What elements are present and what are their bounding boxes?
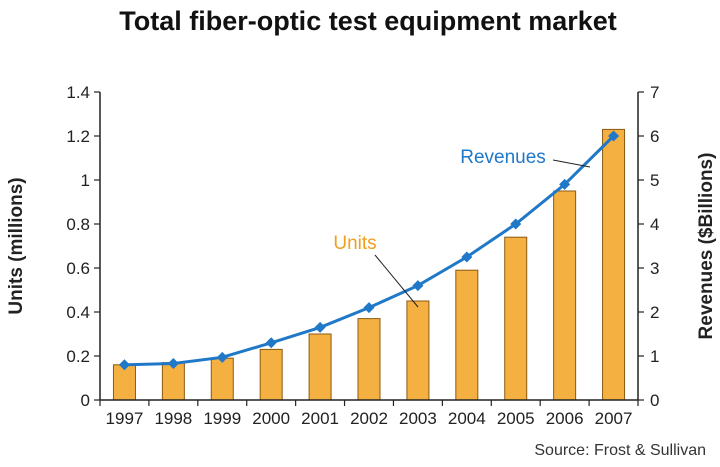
x-tick-label: 1998: [154, 409, 192, 428]
y-tick-label: 0.2: [66, 347, 90, 366]
y-tick-label: 1.4: [66, 83, 90, 102]
revenues-point-2007: [608, 130, 620, 142]
x-tick-label: 2002: [350, 409, 388, 428]
y2-tick-label: 2: [650, 303, 659, 322]
revenues-point-2006: [559, 178, 571, 190]
revenues-point-1998: [167, 357, 179, 369]
x-tick-label: 2007: [595, 409, 633, 428]
y-tick-label: 0.6: [66, 259, 90, 278]
bar-units-2004: [455, 269, 479, 401]
bar-units-2002: [357, 318, 381, 401]
revenues-point-2002: [363, 302, 375, 314]
y2-axis-label: Revenues ($Billions): [696, 153, 717, 340]
axes-group: [99, 92, 639, 401]
chart-title: Total fiber-optic test equipment market: [119, 6, 617, 36]
y2-tick-label: 6: [650, 127, 659, 146]
y-tick-label: 0.8: [66, 215, 90, 234]
y2-tick-label: 0: [650, 391, 659, 410]
bars-group: [112, 128, 626, 401]
bar-units-2005: [504, 236, 528, 401]
revenues-point-2001: [314, 321, 326, 333]
revenues-point-2005: [510, 218, 522, 230]
revenues-line-group: [118, 130, 620, 371]
x-tick-label: 2003: [399, 409, 437, 428]
revenues-point-2004: [461, 251, 473, 263]
bar-units-2003: [406, 300, 430, 401]
bar-units-2000: [259, 348, 283, 401]
x-tick-label: 1999: [203, 409, 241, 428]
x-tick-label: 2000: [252, 409, 290, 428]
x-tick-label: 1997: [106, 409, 144, 428]
x-ticks-group: 1997 1998 1999 2000 2001 2002 2003 2004 2005 2006…: [99, 400, 639, 428]
bar-units-1999: [210, 357, 234, 401]
y2-tick-label: 1: [650, 347, 659, 366]
bar-units-2006: [553, 190, 577, 401]
y-tick-label: 0.4: [66, 303, 90, 322]
revenues-point-2000: [265, 337, 277, 349]
right-ticks-group: 0 1 2 3 4 5 6 7: [638, 83, 659, 410]
bar-units-2007: [602, 128, 626, 401]
revenues-series-label: Revenues: [460, 147, 546, 168]
units-leader-line: [374, 254, 419, 308]
y2-tick-label: 3: [650, 259, 659, 278]
x-tick-label: 2001: [301, 409, 339, 428]
x-tick-label: 2005: [497, 409, 535, 428]
revenues-point-1997: [118, 359, 130, 371]
y-tick-label: 1: [81, 171, 90, 190]
revenues-leader-line: [552, 159, 591, 168]
units-series-label: Units: [333, 233, 376, 254]
left-ticks-group: 0 0.2 0.4 0.6 0.8 1 1.2 1.4: [66, 83, 100, 410]
x-tick-label: 2004: [448, 409, 486, 428]
annotations: [374, 159, 591, 308]
x-tick-label: 2006: [546, 409, 584, 428]
bar-units-2001: [308, 333, 332, 401]
y-tick-label: 0: [81, 391, 90, 410]
y2-tick-label: 7: [650, 83, 659, 102]
revenues-point-1999: [216, 351, 228, 363]
y2-tick-label: 4: [650, 215, 659, 234]
source-note: Source: Frost & Sullivan: [534, 442, 706, 459]
revenues-point-2003: [412, 280, 424, 292]
y2-tick-label: 5: [650, 171, 659, 190]
y-tick-label: 1.2: [66, 127, 90, 146]
y-axis-label: Units (millions): [6, 177, 27, 314]
